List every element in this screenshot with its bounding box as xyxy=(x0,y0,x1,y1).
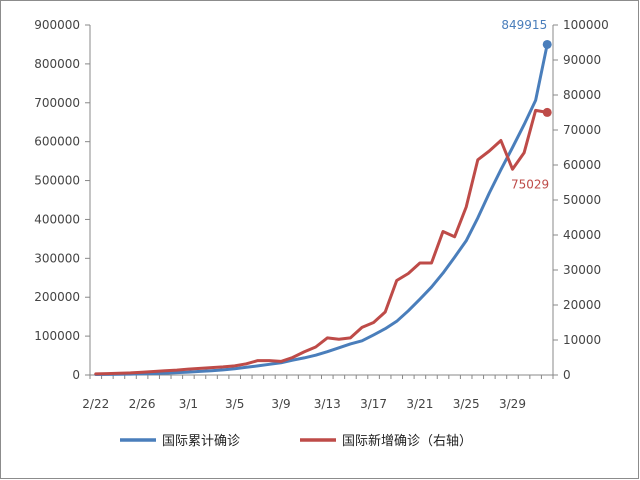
x-tick-label: 3/9 xyxy=(271,397,290,411)
y-left-tick-label: 800000 xyxy=(34,57,80,71)
y-left-tick-label: 400000 xyxy=(34,212,80,226)
series-end-label-1: 75029 xyxy=(511,177,549,191)
axes-layer: 0100000200000300000400000500000600000700… xyxy=(34,18,609,411)
x-tick-label: 3/1 xyxy=(179,397,198,411)
y-right-tick-label: 40000 xyxy=(563,228,601,242)
y-right-tick-label: 50000 xyxy=(563,193,601,207)
labels-layer: 849915 75029 xyxy=(501,18,549,191)
x-tick-label: 3/25 xyxy=(453,397,480,411)
y-left-tick-label: 600000 xyxy=(34,135,80,149)
series-line-1 xyxy=(94,108,549,376)
y-left-tick-label: 900000 xyxy=(34,18,80,32)
x-tick-label: 2/26 xyxy=(129,397,156,411)
y-left-tick-label: 0 xyxy=(72,368,80,382)
y-right-tick-label: 0 xyxy=(563,368,571,382)
x-tick-label: 3/21 xyxy=(406,397,433,411)
y-left-tick-label: 300000 xyxy=(34,251,80,265)
y-left-tick-label: 500000 xyxy=(34,174,80,188)
series-line-0 xyxy=(94,43,549,376)
y-right-tick-label: 70000 xyxy=(563,123,601,137)
y-right-tick-label: 10000 xyxy=(563,333,601,347)
x-tick-label: 3/29 xyxy=(499,397,526,411)
series-layer xyxy=(94,39,552,376)
y-right-tick-label: 30000 xyxy=(563,263,601,277)
legend-label-0: 国际累计确诊 xyxy=(162,434,240,449)
y-right-tick-label: 90000 xyxy=(563,53,601,67)
x-tick-label: 2/22 xyxy=(82,397,109,411)
legend-label-1: 国际新增确诊（右轴） xyxy=(342,433,472,449)
y-right-tick-label: 20000 xyxy=(563,298,601,312)
x-tick-label: 3/17 xyxy=(360,397,387,411)
x-tick-label: 3/5 xyxy=(225,397,244,411)
series-end-marker-0 xyxy=(542,39,552,49)
y-right-tick-label: 60000 xyxy=(563,158,601,172)
y-right-tick-label: 80000 xyxy=(563,88,601,102)
y-right-tick-label: 100000 xyxy=(563,18,609,32)
y-left-tick-label: 700000 xyxy=(34,96,80,110)
y-left-tick-label: 100000 xyxy=(34,329,80,343)
y-left-tick-label: 200000 xyxy=(34,290,80,304)
x-tick-label: 3/13 xyxy=(314,397,341,411)
legend: 国际累计确诊 国际新增确诊（右轴） xyxy=(120,433,472,449)
series-end-marker-1 xyxy=(542,107,552,117)
series-end-label-0: 849915 xyxy=(501,18,547,32)
